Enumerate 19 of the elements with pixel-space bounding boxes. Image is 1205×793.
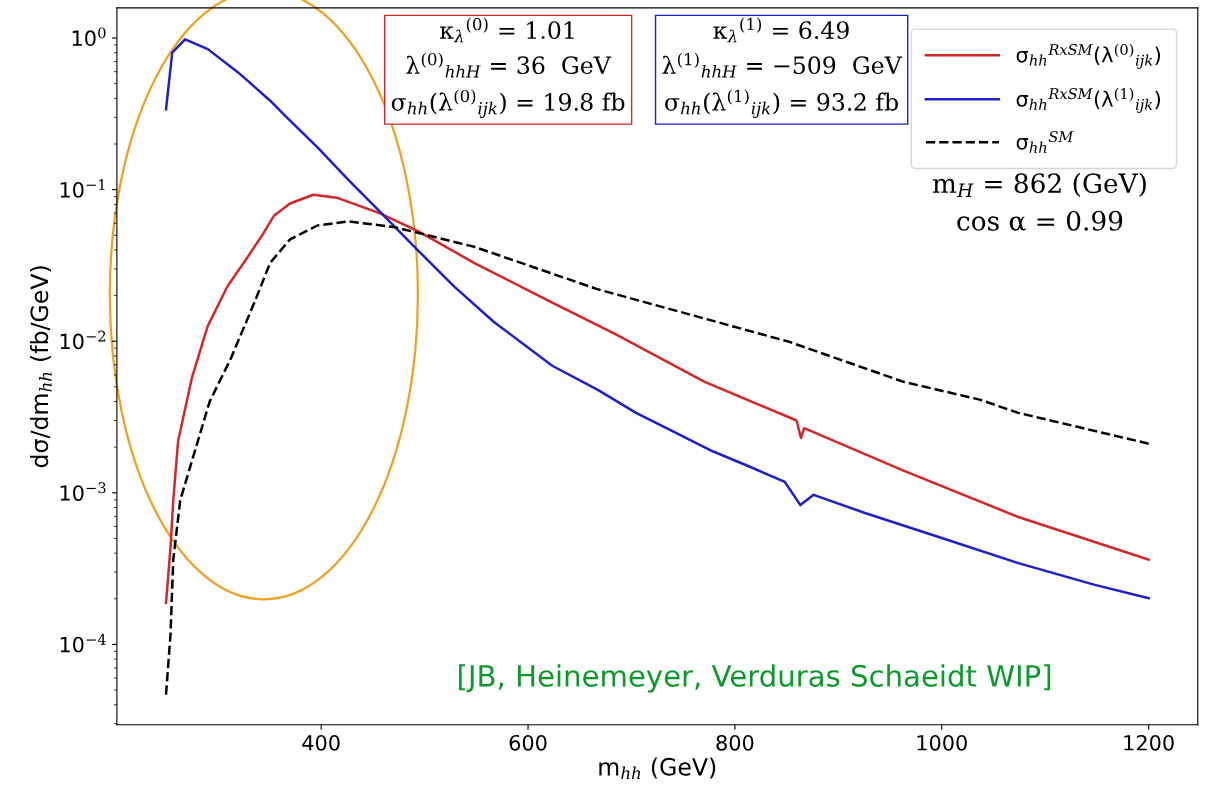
legend-label: σ$_{hh}$$^{RxSM}$(λ$^{(1)}$$_{ijk}$): [1016, 87, 1161, 113]
y-tick-label: 10$^{0}$: [72, 27, 106, 47]
annotation: [JB, Heinemeyer, Verduras Schaeidt WIP]: [459, 664, 1051, 693]
y-tick-label: 10$^{−4}$: [60, 633, 106, 653]
text: κ$_{λ}$$^{(0)}$ = 1.01 λ$^{(0)}$$_{hhH}$ = 36 GeV σ$_{hh}$(λ$^{(0)}$$_{ijk}$) = 19.8 fb: [391, 17, 625, 118]
y-tick-label: 10$^{−2}$: [60, 330, 106, 350]
annotation: m$_{H}$ = 862 (GeV) cos α = 0.99: [932, 172, 1146, 231]
legend-label: σ$_{hh}$$^{SM}$: [1016, 131, 1074, 153]
x-tick-label: 600: [509, 734, 547, 751]
y-axis-title: dσ/dm$_{hh}$ (fb/GeV): [30, 266, 52, 468]
y-tick-label: 10$^{−3}$: [60, 482, 106, 501]
x-tick-label: 1000: [917, 734, 967, 751]
y-tick-label: 10$^{−1}$: [60, 179, 105, 198]
x-axis-title: m$_{hh}$ (GeV): [599, 757, 716, 780]
legend-label: σ$_{hh}$$^{RxSM}$(λ$^{(0)}$$_{ijk}$): [1016, 43, 1161, 69]
text: κ$_{λ}$$^{(1)}$ = 6.49 λ$^{(1)}$$_{hhH}$ = −509 GeV σ$_{hh}$(λ$^{(1)}$$_{ijk}$) = 93.2 fb: [662, 17, 903, 118]
x-tick-label: 400: [302, 734, 340, 751]
x-tick-label: 1200: [1124, 734, 1174, 751]
x-tick-label: 800: [716, 734, 754, 751]
